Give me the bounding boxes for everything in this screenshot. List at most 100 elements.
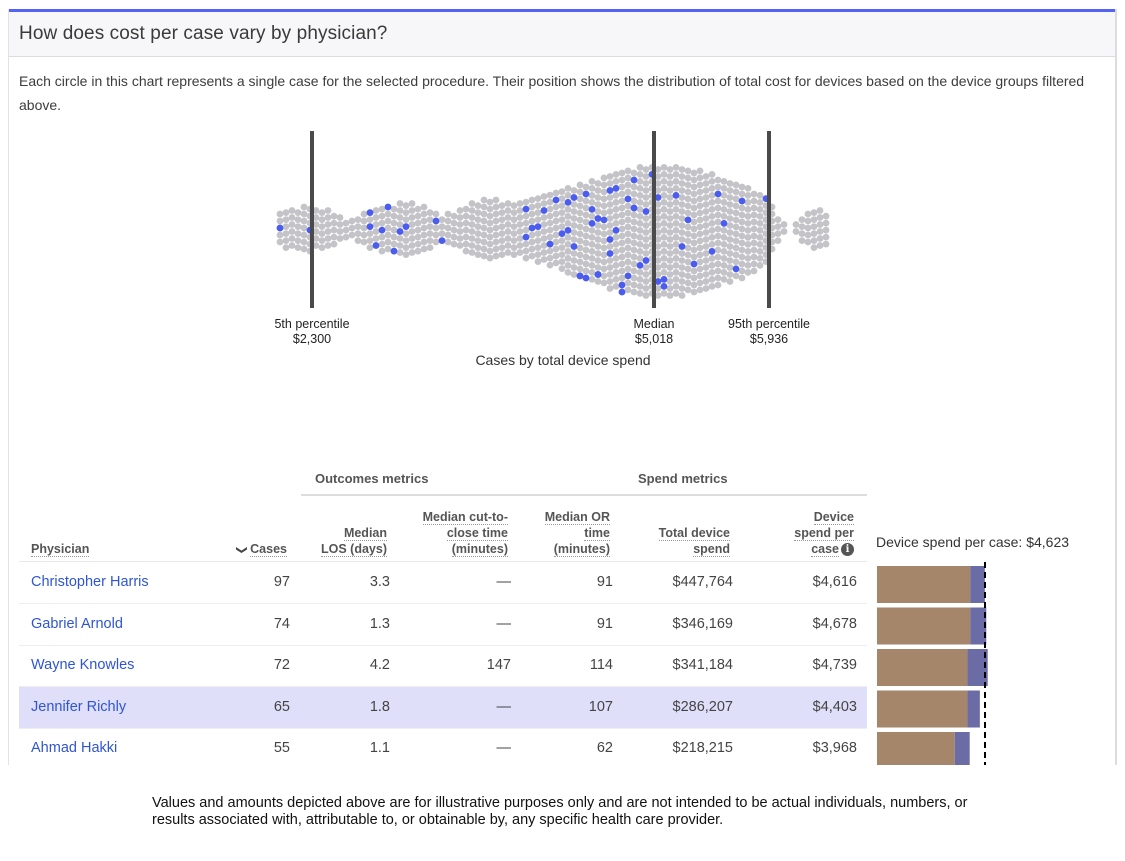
highlighted-case-dot[interactable] [564,227,572,234]
highlighted-case-dot[interactable] [378,226,386,234]
column-header-los[interactable]: Median LOS (days) [321,525,387,557]
highlighted-case-dot[interactable] [600,216,608,224]
highlighted-case-dot[interactable] [588,220,596,227]
highlighted-case-dot[interactable] [366,209,374,216]
highlighted-case-dot[interactable] [630,204,638,212]
highlighted-case-dot[interactable] [606,250,614,257]
highlighted-case-dot[interactable] [624,272,632,280]
bar-additional-segment[interactable] [967,690,980,728]
highlighted-case-dot[interactable] [582,190,590,198]
highlighted-case-dot[interactable] [570,243,578,250]
highlighted-case-dot[interactable] [684,216,692,224]
highlighted-case-dot[interactable] [546,240,554,248]
highlighted-case-dot[interactable] [606,236,614,243]
highlighted-case-dot[interactable] [636,262,644,269]
bar-additional-segment[interactable] [967,649,988,686]
highlighted-case-dot[interactable] [438,237,446,244]
highlighted-case-dot[interactable] [720,220,728,227]
highlighted-case-dot[interactable] [594,271,602,278]
highlighted-case-dot[interactable] [654,278,662,285]
chevron-down-icon[interactable]: ❯ [235,545,248,555]
highlighted-case-dot[interactable] [708,248,716,255]
case-dot [612,206,620,213]
case-dot [612,269,620,276]
case-dot [600,209,608,217]
highlighted-case-dot[interactable] [690,260,698,268]
highlighted-case-dot[interactable] [654,194,662,201]
highlighted-case-dot[interactable] [384,203,392,211]
column-header-cases[interactable]: ❯ Cases [235,541,287,558]
highlighted-case-dot[interactable] [642,257,650,264]
table-row[interactable]: Ahmad Hakki 55 1.1 — 62 $218,215 $3,968 [19,728,867,765]
highlighted-case-dot[interactable] [618,281,626,289]
highlighted-case-dot[interactable] [594,215,602,222]
highlighted-case-dot[interactable] [564,199,572,206]
bar-additional-segment[interactable] [954,732,970,765]
physician-link[interactable]: Jennifer Richly [31,698,127,715]
bar-base-segment[interactable] [877,732,955,765]
column-header-ctc[interactable]: Median cut-to-close time (minutes) [422,509,508,557]
highlighted-case-dot[interactable] [618,288,626,296]
highlighted-case-dot[interactable] [738,197,746,205]
highlighted-case-dot[interactable] [276,224,284,232]
column-header-or[interactable]: Median OR time (minutes) [544,509,610,557]
highlighted-case-dot[interactable] [714,190,722,198]
case-dot [630,281,638,289]
table-row[interactable]: Gabriel Arnold 74 1.3 — 91 $346,169 $4,678 [19,604,867,646]
highlighted-case-dot[interactable] [672,192,680,199]
highlighted-case-dot[interactable] [630,176,638,184]
case-dot [618,253,626,261]
highlighted-case-dot[interactable] [522,205,530,213]
info-icon[interactable]: i [841,543,854,557]
case-dot [624,209,632,217]
highlighted-case-dot[interactable] [588,206,596,213]
highlighted-case-dot[interactable] [366,223,374,230]
highlighted-case-dot[interactable] [624,195,632,203]
highlighted-case-dot[interactable] [660,276,668,283]
highlighted-case-dot[interactable] [396,228,404,235]
column-header-per_case[interactable]: Device spend per case i [794,509,854,557]
bar-additional-segment[interactable] [970,566,985,603]
highlighted-case-dot[interactable] [528,224,536,232]
bar-additional-segment[interactable] [970,607,987,645]
highlighted-case-dot[interactable] [558,230,566,237]
highlighted-case-dot[interactable] [642,208,650,215]
highlighted-case-dot[interactable] [612,185,620,192]
highlighted-case-dot[interactable] [390,247,398,255]
card-accent-bar [9,9,1115,12]
highlighted-case-dot[interactable] [522,233,530,241]
highlighted-case-dot[interactable] [552,196,560,204]
highlighted-case-dot[interactable] [534,223,542,230]
case-dot [702,222,710,229]
case-dot [642,201,650,208]
highlighted-case-dot[interactable] [372,242,380,249]
bar-base-segment[interactable] [877,690,968,728]
highlighted-case-dot[interactable] [678,243,686,250]
physician-link[interactable]: Gabriel Arnold [31,615,123,632]
case-dot [660,248,668,255]
highlighted-case-dot[interactable] [660,283,668,290]
highlighted-case-dot[interactable] [540,207,548,214]
highlighted-case-dot[interactable] [402,223,410,230]
bar-base-segment[interactable] [877,566,971,603]
bar-base-segment[interactable] [877,649,968,686]
table-row[interactable]: Christopher Harris 97 3.3 — 91 $447,764 $4,616 [19,562,867,604]
physician-link[interactable]: Christopher Harris [31,574,149,590]
highlighted-case-dot[interactable] [606,187,614,194]
physician-link[interactable]: Ahmad Hakki [31,740,118,756]
physician-link[interactable]: Wayne Knowles [31,657,135,673]
table-row[interactable]: Wayne Knowles 72 4.2 147 114 $341,184 $4,739 [19,645,867,687]
highlighted-case-dot[interactable] [570,194,578,201]
highlighted-case-dot[interactable] [576,272,584,280]
highlighted-case-dot[interactable] [732,265,740,273]
case-dot [630,190,638,198]
bar-base-segment[interactable] [877,607,971,645]
highlighted-case-dot[interactable] [612,227,620,234]
column-header-physician[interactable]: Physician [31,541,90,557]
highlighted-case-dot[interactable] [432,217,440,225]
case-dot [690,288,698,296]
highlighted-case-dot[interactable] [582,274,590,282]
column-header-total[interactable]: Total device spend [658,525,730,557]
case-dot [480,231,488,239]
table-row[interactable]: Jennifer Richly 65 1.8 — 107 $286,207 $4,403 [19,686,867,729]
